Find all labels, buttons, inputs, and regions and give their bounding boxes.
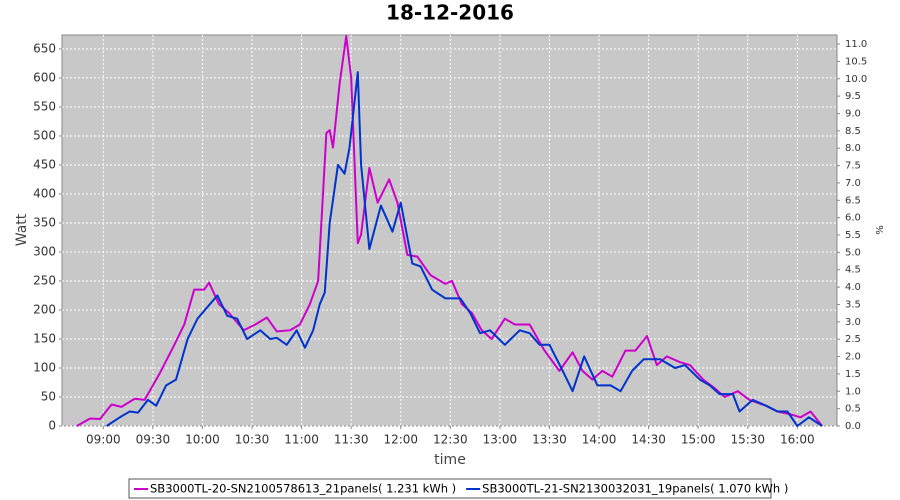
y2-tick-label: 10.0	[845, 74, 867, 85]
y2-tick-label: 1.5	[845, 369, 861, 380]
y-tick-label: 100	[33, 360, 56, 374]
y2-tick-label: 7.5	[845, 161, 861, 172]
y2-tick-label: 5.5	[845, 230, 861, 241]
x-tick-label: 13:30	[532, 433, 567, 447]
legend-label: SB3000TL-21-SN2130032031_19panels( 1.070…	[482, 482, 788, 496]
y2-tick-label: 6.0	[845, 213, 861, 224]
x-tick-label: 12:00	[383, 433, 418, 447]
y2-tick-label: 11.0	[845, 39, 867, 50]
x-tick-label: 14:30	[631, 433, 666, 447]
y-tick-label: 400	[33, 186, 56, 200]
x-axis-label: time	[434, 452, 466, 468]
y-tick-label: 350	[33, 215, 56, 229]
y2-tick-label: 9.0	[845, 108, 861, 119]
plot-area	[61, 34, 838, 427]
y2-tick-label: 6.5	[845, 195, 861, 206]
y2-tick-label: 5.0	[845, 247, 861, 258]
x-tick-label: 09:00	[86, 433, 121, 447]
x-tick-label: 16:00	[780, 433, 815, 447]
x-tick-label: 15:30	[730, 433, 765, 447]
y2-tick-label: 3.5	[845, 299, 861, 310]
y2-tick-label: 9.5	[845, 91, 861, 102]
y-axis-label: Watt	[14, 213, 30, 246]
legend	[128, 478, 772, 499]
y2-tick-label: 2.0	[845, 352, 861, 363]
x-tick-label: 10:00	[185, 433, 220, 447]
y2-tick-label: 0.5	[845, 404, 861, 415]
x-tick-label: 09:30	[136, 433, 171, 447]
y2-tick-label: 7.0	[845, 178, 861, 189]
data-line	[76, 35, 823, 427]
y2-tick-label: 3.0	[845, 317, 861, 328]
x-tick-label: 14:00	[582, 433, 617, 447]
x-tick-label: 12:30	[433, 433, 468, 447]
y-tick-label: 650	[33, 41, 56, 55]
y2-tick-label: 2.5	[845, 334, 861, 345]
x-tick-label: 15:00	[681, 433, 716, 447]
y2-tick-label: 1.0	[845, 386, 861, 397]
y2-tick-label: 8.5	[845, 126, 861, 137]
data-line	[106, 71, 823, 427]
y-tick-label: 300	[33, 244, 56, 258]
y2-tick-label: 4.0	[845, 282, 861, 293]
y-tick-label: 50	[41, 389, 56, 403]
y2-tick-label: 8.0	[845, 143, 861, 154]
y2-tick-label: 0.0	[845, 421, 861, 432]
y-tick-label: 600	[33, 70, 56, 84]
y2-axis-label: %	[875, 225, 886, 235]
x-tick-label: 11:00	[284, 433, 319, 447]
y-tick-label: 450	[33, 157, 56, 171]
legend-label: SB3000TL-20-SN2100578613_21panels( 1.231…	[150, 482, 456, 496]
y-tick-label: 500	[33, 128, 56, 142]
chart-title: 18-12-2016	[386, 1, 514, 25]
y-tick-label: 250	[33, 273, 56, 287]
x-tick-label: 13:00	[483, 433, 518, 447]
x-tick-label: 10:30	[235, 433, 270, 447]
y-tick-label: 150	[33, 331, 56, 345]
y2-tick-label: 10.5	[845, 56, 867, 67]
y-tick-label: 0	[48, 419, 56, 433]
y2-tick-label: 4.5	[845, 265, 861, 276]
y-tick-label: 200	[33, 302, 56, 316]
x-tick-label: 11:30	[334, 433, 369, 447]
y-tick-label: 550	[33, 99, 56, 113]
